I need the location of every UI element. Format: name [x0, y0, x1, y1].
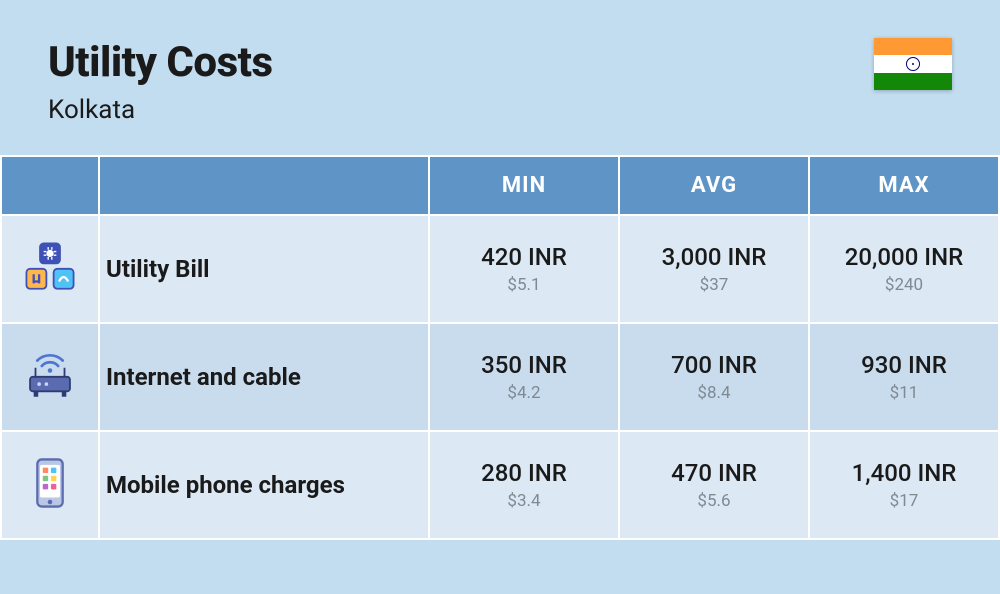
secondary-value: $5.6: [632, 491, 796, 511]
table-row: Mobile phone charges 280 INR $3.4 470 IN…: [1, 431, 999, 539]
header-blank-icon: [1, 156, 99, 215]
secondary-value: $17: [822, 491, 986, 511]
header-blank-label: [99, 156, 429, 215]
secondary-value: $4.2: [442, 383, 606, 403]
table-row: Utility Bill 420 INR $5.1 3,000 INR $37 …: [1, 215, 999, 323]
page-subtitle: Kolkata: [48, 95, 273, 125]
cell-max: 1,400 INR $17: [809, 431, 999, 539]
india-flag-icon: [874, 38, 952, 90]
cell-avg: 3,000 INR $37: [619, 215, 809, 323]
cell-min: 420 INR $5.1: [429, 215, 619, 323]
row-label: Utility Bill: [99, 215, 429, 323]
utility-icon: [1, 215, 99, 323]
cell-avg: 700 INR $8.4: [619, 323, 809, 431]
secondary-value: $3.4: [442, 491, 606, 511]
primary-value: 280 INR: [442, 459, 606, 488]
page-title: Utility Costs: [48, 38, 273, 87]
table-header-row: MIN AVG MAX: [1, 156, 999, 215]
header-max: MAX: [809, 156, 999, 215]
cell-max: 930 INR $11: [809, 323, 999, 431]
cell-avg: 470 INR $5.6: [619, 431, 809, 539]
cell-max: 20,000 INR $240: [809, 215, 999, 323]
cell-min: 350 INR $4.2: [429, 323, 619, 431]
primary-value: 700 INR: [632, 351, 796, 380]
cost-table: MIN AVG MAX Utility Bill 420 INR: [0, 155, 1000, 540]
secondary-value: $5.1: [442, 275, 606, 295]
primary-value: 420 INR: [442, 243, 606, 272]
row-label: Internet and cable: [99, 323, 429, 431]
header-avg: AVG: [619, 156, 809, 215]
secondary-value: $37: [632, 275, 796, 295]
phone-icon: [1, 431, 99, 539]
header-min: MIN: [429, 156, 619, 215]
cell-min: 280 INR $3.4: [429, 431, 619, 539]
primary-value: 470 INR: [632, 459, 796, 488]
header: Utility Costs Kolkata: [0, 0, 1000, 155]
table-row: Internet and cable 350 INR $4.2 700 INR …: [1, 323, 999, 431]
secondary-value: $8.4: [632, 383, 796, 403]
primary-value: 3,000 INR: [632, 243, 796, 272]
row-label: Mobile phone charges: [99, 431, 429, 539]
title-block: Utility Costs Kolkata: [48, 38, 273, 125]
router-icon: [1, 323, 99, 431]
primary-value: 1,400 INR: [822, 459, 986, 488]
primary-value: 20,000 INR: [822, 243, 986, 272]
primary-value: 930 INR: [822, 351, 986, 380]
secondary-value: $11: [822, 383, 986, 403]
primary-value: 350 INR: [442, 351, 606, 380]
secondary-value: $240: [822, 275, 986, 295]
